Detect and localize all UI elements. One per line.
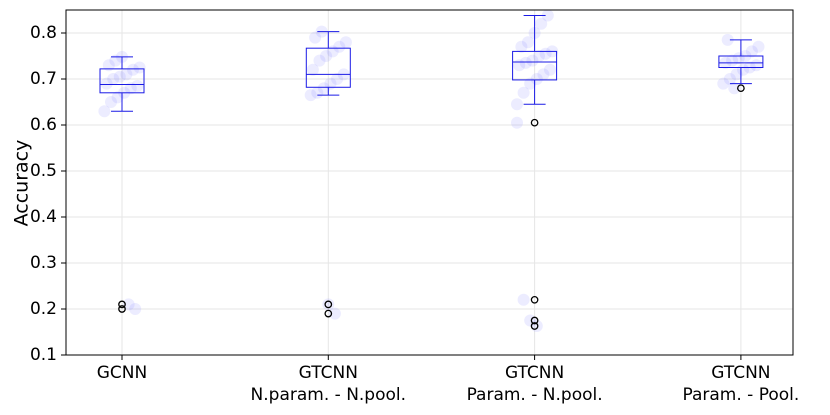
outlier bbox=[118, 305, 126, 313]
x-tick-label: GTCNN bbox=[505, 363, 564, 383]
data-point bbox=[541, 9, 554, 22]
data-point bbox=[737, 63, 750, 76]
outlier bbox=[530, 295, 539, 304]
data-point bbox=[530, 73, 543, 85]
data-point bbox=[122, 298, 135, 311]
data-point bbox=[113, 70, 126, 83]
data-point bbox=[524, 77, 537, 90]
data-point bbox=[745, 45, 758, 58]
x-tick-label: N.param. - N.pool. bbox=[251, 385, 406, 405]
data-point bbox=[120, 68, 133, 81]
data-point bbox=[732, 52, 745, 65]
y-axis-label: Accuracy bbox=[11, 140, 33, 227]
box bbox=[99, 68, 145, 94]
data-point bbox=[100, 77, 113, 90]
outlier bbox=[324, 300, 333, 309]
data-point bbox=[511, 98, 523, 111]
data-point bbox=[111, 91, 124, 104]
data-point bbox=[726, 54, 739, 67]
data-point bbox=[306, 63, 319, 76]
data-point bbox=[535, 17, 548, 30]
data-point bbox=[339, 36, 352, 49]
data-point bbox=[539, 47, 552, 60]
data-point bbox=[511, 116, 523, 129]
outlier bbox=[324, 309, 333, 318]
box bbox=[512, 50, 558, 81]
data-point bbox=[537, 68, 550, 81]
data-point bbox=[127, 63, 139, 76]
x-tick-label: GCNN bbox=[97, 363, 147, 383]
data-point bbox=[526, 54, 539, 67]
data-point bbox=[109, 54, 122, 67]
y-tick-label: 0.6 bbox=[30, 115, 57, 135]
y-tick-label: 0.3 bbox=[30, 253, 57, 273]
data-point bbox=[102, 59, 115, 72]
data-point bbox=[723, 73, 736, 85]
y-tick-label: 0.4 bbox=[30, 207, 57, 227]
data-point bbox=[324, 77, 337, 90]
data-point bbox=[309, 31, 322, 44]
y-tick-label: 0.2 bbox=[30, 299, 57, 319]
data-point bbox=[517, 293, 530, 306]
data-point bbox=[522, 36, 534, 49]
outlier bbox=[530, 322, 539, 330]
data-point bbox=[129, 303, 142, 315]
data-point bbox=[331, 73, 344, 85]
x-tick-label: GTCNN bbox=[299, 363, 358, 383]
data-point bbox=[533, 50, 545, 62]
y-tick-label: 0.8 bbox=[30, 23, 57, 43]
x-tick-label: Param. - N.pool. bbox=[467, 385, 603, 405]
outlier bbox=[118, 300, 126, 309]
y-tick-label: 0.5 bbox=[30, 161, 57, 181]
data-point bbox=[328, 307, 341, 320]
data-point bbox=[752, 40, 765, 53]
data-point bbox=[107, 73, 120, 85]
data-point bbox=[317, 82, 330, 95]
plot-frame bbox=[65, 9, 794, 356]
x-tick-label: GTCNN bbox=[711, 363, 770, 383]
data-point bbox=[320, 50, 333, 62]
data-point bbox=[728, 82, 741, 95]
box bbox=[305, 47, 351, 88]
outlier bbox=[530, 118, 539, 127]
data-point bbox=[133, 61, 146, 74]
data-point bbox=[313, 54, 326, 67]
data-point bbox=[519, 56, 532, 69]
data-point bbox=[517, 86, 530, 99]
data-point bbox=[131, 79, 144, 92]
data-point bbox=[333, 40, 346, 53]
y-tick-label: 0.1 bbox=[30, 345, 57, 365]
data-point bbox=[717, 77, 730, 90]
data-point bbox=[515, 40, 528, 53]
box bbox=[718, 55, 764, 68]
data-point bbox=[721, 33, 734, 46]
data-point bbox=[304, 89, 317, 102]
data-point bbox=[105, 96, 117, 108]
data-point bbox=[730, 68, 743, 81]
data-point bbox=[311, 86, 324, 99]
data-point bbox=[124, 82, 137, 95]
data-point bbox=[750, 59, 763, 72]
y-tick-label: 0.7 bbox=[30, 69, 57, 89]
data-point bbox=[98, 105, 111, 118]
outlier bbox=[530, 316, 539, 325]
outlier bbox=[737, 84, 745, 93]
x-tick-label: Param. - Pool. bbox=[683, 385, 800, 405]
data-point bbox=[322, 298, 335, 311]
data-point bbox=[544, 63, 556, 76]
